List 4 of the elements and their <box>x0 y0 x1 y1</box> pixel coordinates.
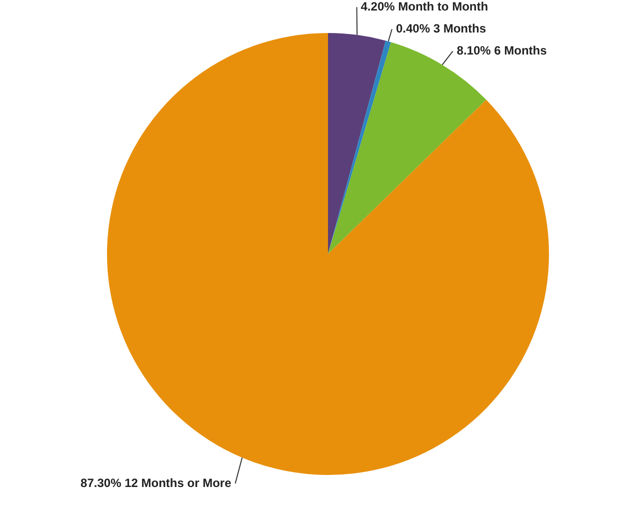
slice-label: 4.20% Month to Month <box>360 0 488 14</box>
slice-label: 0.40% 3 Months <box>396 21 486 36</box>
slice-label: 87.30% 12 Months or More <box>80 476 232 490</box>
slice-label: 8.10% 6 Months <box>456 43 548 58</box>
